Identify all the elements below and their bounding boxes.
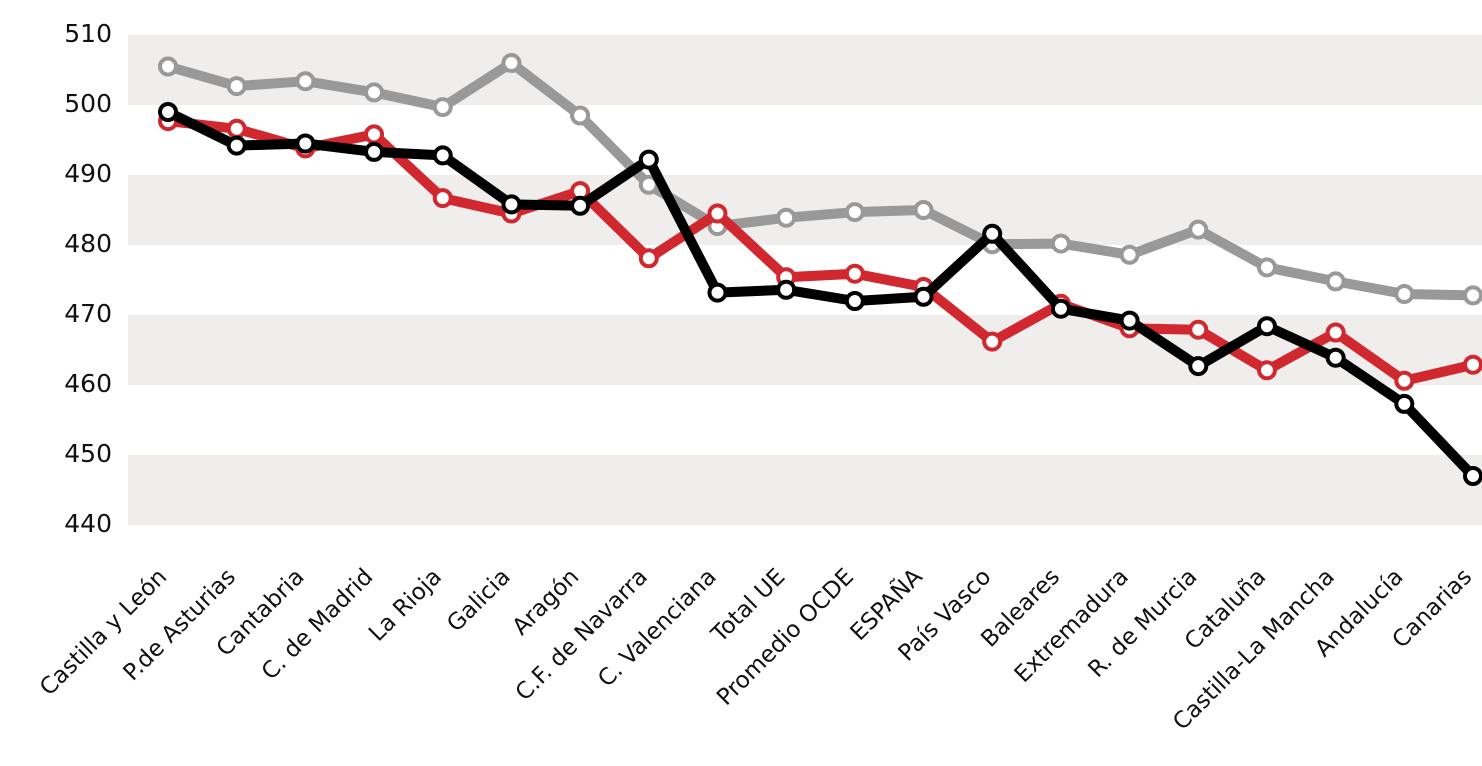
data-point (1394, 370, 1415, 391)
y-tick-label: 480 (64, 229, 112, 258)
data-point (1463, 285, 1482, 306)
data-point (1256, 316, 1277, 337)
y-tick-label: 440 (64, 509, 112, 538)
data-point (1256, 360, 1277, 381)
data-point (913, 200, 934, 220)
data-point (1119, 310, 1140, 331)
grid-band (128, 175, 1482, 245)
grid-band (128, 315, 1482, 385)
data-point (432, 97, 453, 118)
x-tick-label: Castilla y León (35, 564, 172, 701)
data-point (1050, 233, 1071, 254)
data-point (776, 279, 797, 300)
y-tick-label: 510 (64, 19, 112, 48)
data-point (844, 263, 865, 284)
data-point (1394, 393, 1415, 414)
data-point (1119, 244, 1140, 265)
data-point (1394, 284, 1415, 304)
y-tick-label: 490 (64, 159, 112, 188)
data-point (844, 202, 865, 223)
series-line (163, 116, 1478, 386)
data-point (364, 124, 385, 145)
data-point (776, 207, 797, 228)
data-point (570, 195, 591, 216)
y-axis-ticks: 510 500 490 480 470 460 450 440 (64, 19, 112, 538)
data-point (1463, 354, 1482, 375)
data-point (432, 145, 453, 166)
y-tick-label: 460 (64, 369, 112, 398)
data-point (1188, 319, 1209, 340)
data-point (295, 71, 316, 92)
y-tick-label: 500 (64, 89, 112, 118)
data-point (844, 291, 865, 311)
series-3 (158, 102, 1482, 486)
data-point (226, 76, 247, 97)
data-point (501, 194, 522, 215)
data-point (570, 105, 591, 126)
data-point (1325, 347, 1346, 368)
data-point (226, 135, 247, 156)
data-point (1325, 322, 1346, 343)
data-point (1325, 271, 1346, 292)
data-point (501, 53, 522, 73)
data-point (982, 223, 1003, 244)
series-lines (158, 53, 1482, 486)
series-line (163, 107, 1478, 481)
data-point (432, 188, 453, 209)
data-point (982, 331, 1003, 352)
data-point (913, 286, 934, 307)
x-tick-label: C. Valenciana (593, 564, 721, 692)
data-point (226, 118, 247, 139)
y-tick-label: 450 (64, 439, 112, 468)
x-tick-label: La Rioja (364, 564, 447, 647)
grid-bands (128, 35, 1482, 525)
grid-band (128, 35, 1482, 105)
data-point (364, 82, 385, 103)
data-point (1050, 298, 1071, 319)
data-point (1463, 466, 1482, 486)
data-point (158, 102, 178, 122)
data-point (1256, 257, 1277, 278)
data-point (295, 133, 316, 154)
data-point (158, 56, 178, 77)
data-point (707, 203, 728, 224)
data-point (364, 141, 385, 162)
x-tick-label: Galicia (442, 564, 515, 637)
data-point (1188, 219, 1209, 240)
grid-band (128, 455, 1482, 525)
data-point (1188, 356, 1209, 377)
series-line (163, 58, 1478, 301)
data-point (707, 282, 728, 303)
data-point (638, 149, 659, 170)
data-point (638, 248, 659, 269)
y-tick-label: 470 (64, 299, 112, 328)
